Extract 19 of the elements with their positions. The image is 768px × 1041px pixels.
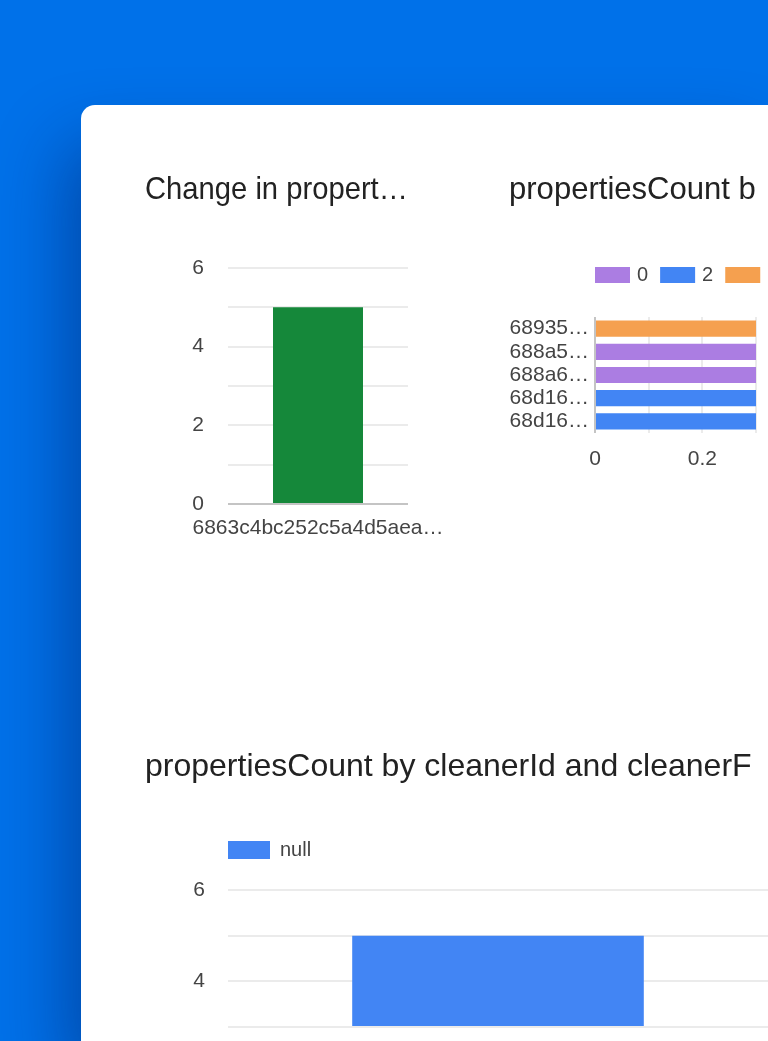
legend-label: 0 bbox=[637, 262, 649, 285]
y-tick-label: 688a6… bbox=[509, 361, 589, 385]
chart-title: Change in propert… bbox=[145, 169, 408, 207]
y-tick-label: 2 bbox=[192, 412, 204, 436]
legend-label: 2 bbox=[702, 262, 714, 285]
chart-title: propertiesCount by cleanerId and cleanerF bbox=[145, 747, 752, 784]
y-tick-label: 4 bbox=[192, 333, 205, 357]
x-tick-label: 0.2 bbox=[687, 446, 717, 470]
y-tick-label: 6 bbox=[192, 254, 204, 278]
x-tick-label: 6863c4bc252c5a4d5aea… bbox=[192, 515, 444, 539]
y-tick-label: 68935… bbox=[509, 315, 589, 339]
y-tick-label: 6 bbox=[193, 876, 205, 900]
y-tick-label: 0 bbox=[192, 490, 204, 514]
legend-label: null bbox=[280, 837, 312, 860]
chart-title: propertiesCount b bbox=[509, 169, 756, 207]
y-tick-label: 688a5… bbox=[509, 338, 589, 362]
y-tick-label: 68d16… bbox=[509, 385, 589, 408]
y-tick-label: 4 bbox=[193, 968, 206, 992]
y-tick-label: 68d16… bbox=[509, 408, 589, 432]
